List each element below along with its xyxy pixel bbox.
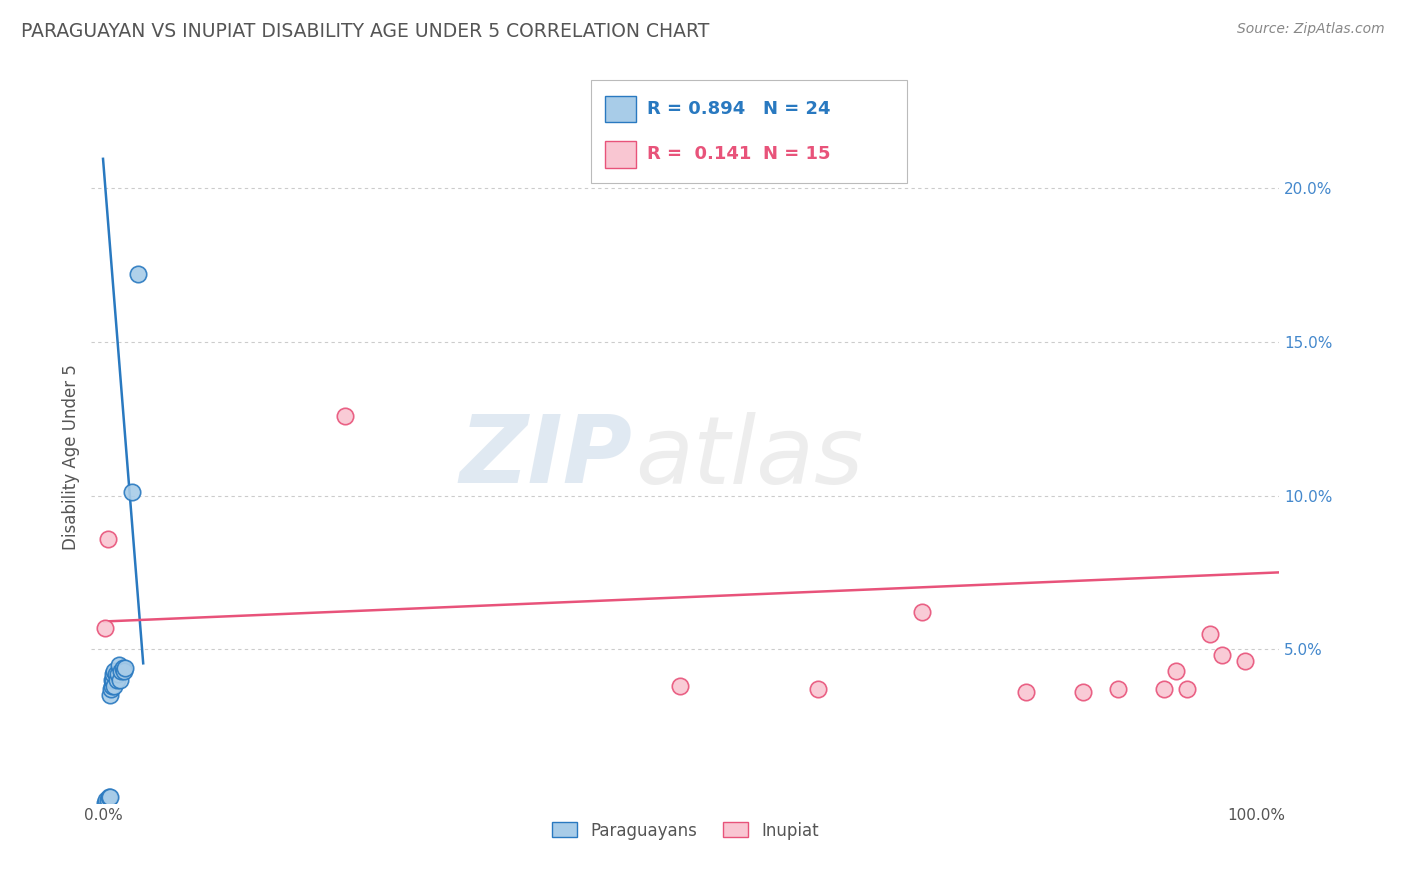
Point [103, 664, 125, 678]
Text: R = 0.894: R = 0.894 [647, 100, 745, 118]
Point [807, 682, 830, 697]
Point [101, 679, 124, 693]
Point [1073, 685, 1095, 699]
Text: ZIP: ZIP [460, 411, 631, 503]
Point [103, 679, 125, 693]
Point [111, 660, 134, 674]
Point [1107, 682, 1129, 697]
Point [1175, 682, 1198, 697]
Point [127, 268, 149, 282]
Point [1233, 655, 1256, 669]
Text: R =  0.141: R = 0.141 [647, 145, 751, 163]
Point [96, 793, 118, 807]
Point [121, 485, 143, 500]
Point [98, 789, 121, 804]
Point [1164, 664, 1187, 678]
Point [110, 664, 132, 678]
Point [1015, 685, 1038, 699]
Text: PARAGUAYAN VS INUPIAT DISABILITY AGE UNDER 5 CORRELATION CHART: PARAGUAYAN VS INUPIAT DISABILITY AGE UND… [21, 22, 710, 41]
Point [107, 666, 129, 681]
Point [1199, 627, 1222, 641]
Point [911, 605, 934, 619]
Point [668, 679, 690, 693]
Y-axis label: Disability Age Under 5: Disability Age Under 5 [62, 364, 80, 550]
Point [103, 666, 125, 681]
Point [98, 688, 121, 702]
Point [105, 673, 128, 687]
Legend: Paraguayans, Inupiat: Paraguayans, Inupiat [546, 815, 825, 847]
Text: Source: ZipAtlas.com: Source: ZipAtlas.com [1237, 22, 1385, 37]
Point [114, 660, 136, 674]
Point [96, 532, 118, 546]
Point [333, 409, 356, 423]
Point [1211, 648, 1233, 663]
Point [94, 796, 117, 810]
Text: atlas: atlas [636, 411, 863, 503]
Point [110, 673, 132, 687]
Point [101, 673, 124, 687]
Point [112, 664, 135, 678]
Text: N = 15: N = 15 [763, 145, 831, 163]
Point [97, 789, 120, 804]
Point [96, 793, 118, 807]
Point [94, 621, 117, 635]
Point [108, 657, 131, 672]
Text: N = 24: N = 24 [763, 100, 831, 118]
Point [100, 682, 122, 697]
Point [104, 666, 127, 681]
Point [103, 673, 125, 687]
Point [1153, 682, 1175, 697]
